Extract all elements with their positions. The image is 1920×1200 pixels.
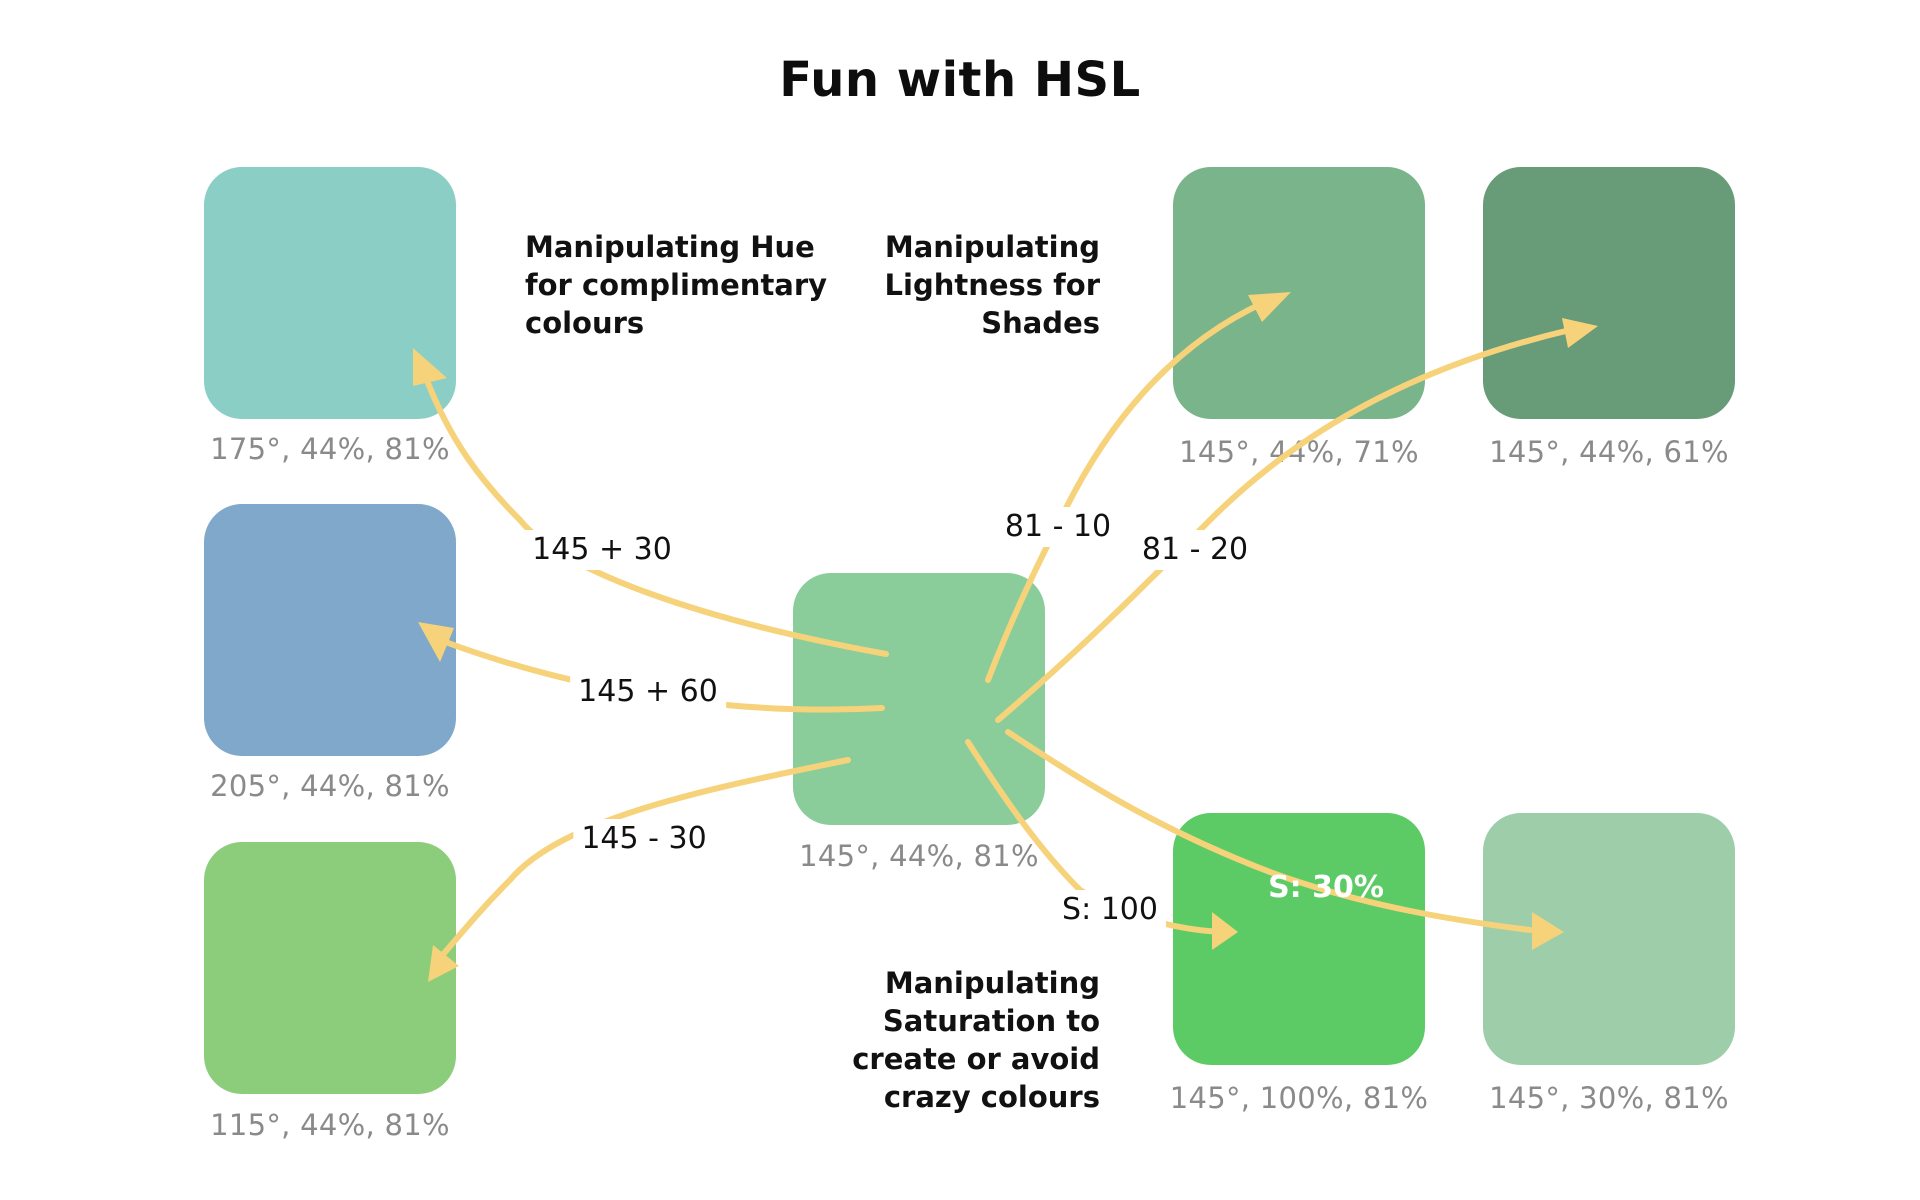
- heading-lightness: Manipulating Lightness for Shades: [885, 228, 1100, 342]
- arrowhead-hue-plus-30: [413, 348, 447, 386]
- caption-hue-plus-30: 175°, 44%, 81%: [210, 432, 450, 466]
- arrow-hue-plus-30: [423, 375, 889, 657]
- swatch-lightness-61: [1483, 167, 1735, 419]
- swatch-lightness-71: [1173, 167, 1425, 419]
- caption-saturation-30: 145°, 30%, 81%: [1489, 1081, 1729, 1115]
- heading-lightness-line-3: Shades: [981, 306, 1100, 340]
- swatch-saturation-30: [1483, 813, 1735, 1065]
- arrowhead-lightness-61: [1562, 318, 1598, 348]
- heading-hue-line-1: Manipulating Hue: [525, 230, 815, 264]
- heading-saturation-line-3: create or avoid: [852, 1042, 1100, 1076]
- arrowhead-saturation-30: [1532, 912, 1564, 950]
- caption-lightness-71: 145°, 44%, 71%: [1179, 435, 1419, 469]
- arrow-lightness-61: [995, 327, 1573, 723]
- arrow-saturation-30: [1005, 729, 1533, 933]
- caption-hue-minus-30: 115°, 44%, 81%: [210, 1108, 450, 1142]
- swatch-hue-plus-60: [204, 504, 456, 756]
- caption-saturation-100: 145°, 100%, 81%: [1169, 1081, 1429, 1115]
- operation-hue-plus-60: 145 + 60: [570, 672, 726, 712]
- caption-base: 145°, 44%, 81%: [799, 839, 1039, 873]
- heading-saturation: Manipulating Saturation to create or avo…: [852, 964, 1100, 1116]
- diagram-title: Fun with HSL: [779, 52, 1141, 108]
- swatch-base: [793, 573, 1045, 825]
- arrow-hue-minus-30: [437, 757, 851, 961]
- heading-saturation-line-4: crazy colours: [883, 1080, 1100, 1114]
- operation-hue-minus-30: 145 - 30: [573, 819, 715, 859]
- caption-hue-plus-60: 205°, 44%, 81%: [210, 769, 450, 803]
- arrow-lightness-71: [985, 299, 1268, 683]
- operation-saturation-100: S: 100: [1054, 890, 1166, 930]
- arrowhead-hue-plus-60: [418, 622, 454, 662]
- operation-lightness-minus-20: 81 - 20: [1133, 530, 1257, 570]
- arrowhead-lightness-71: [1248, 292, 1291, 322]
- heading-hue-line-2: for complimentary: [525, 268, 828, 302]
- arrow-saturation-100: [965, 739, 1223, 935]
- operation-hue-plus-30: 145 + 30: [524, 530, 680, 570]
- operation-lightness-minus-10: 81 - 10: [996, 507, 1120, 547]
- heading-hue: Manipulating Hue for complimentary colou…: [525, 228, 827, 342]
- heading-lightness-line-2: Lightness for: [884, 268, 1100, 302]
- heading-lightness-line-1: Manipulating: [884, 230, 1100, 264]
- heading-saturation-line-1: Manipulating: [884, 966, 1100, 1000]
- operation-saturation-30: S: 30%: [1268, 870, 1384, 905]
- heading-saturation-line-2: Saturation to: [882, 1004, 1100, 1038]
- caption-lightness-61: 145°, 44%, 61%: [1489, 435, 1729, 469]
- arrowhead-hue-minus-30: [428, 945, 459, 982]
- heading-hue-line-3: colours: [525, 306, 645, 340]
- arrowhead-saturation-100: [1212, 912, 1238, 950]
- swatch-hue-minus-30: [204, 842, 456, 1094]
